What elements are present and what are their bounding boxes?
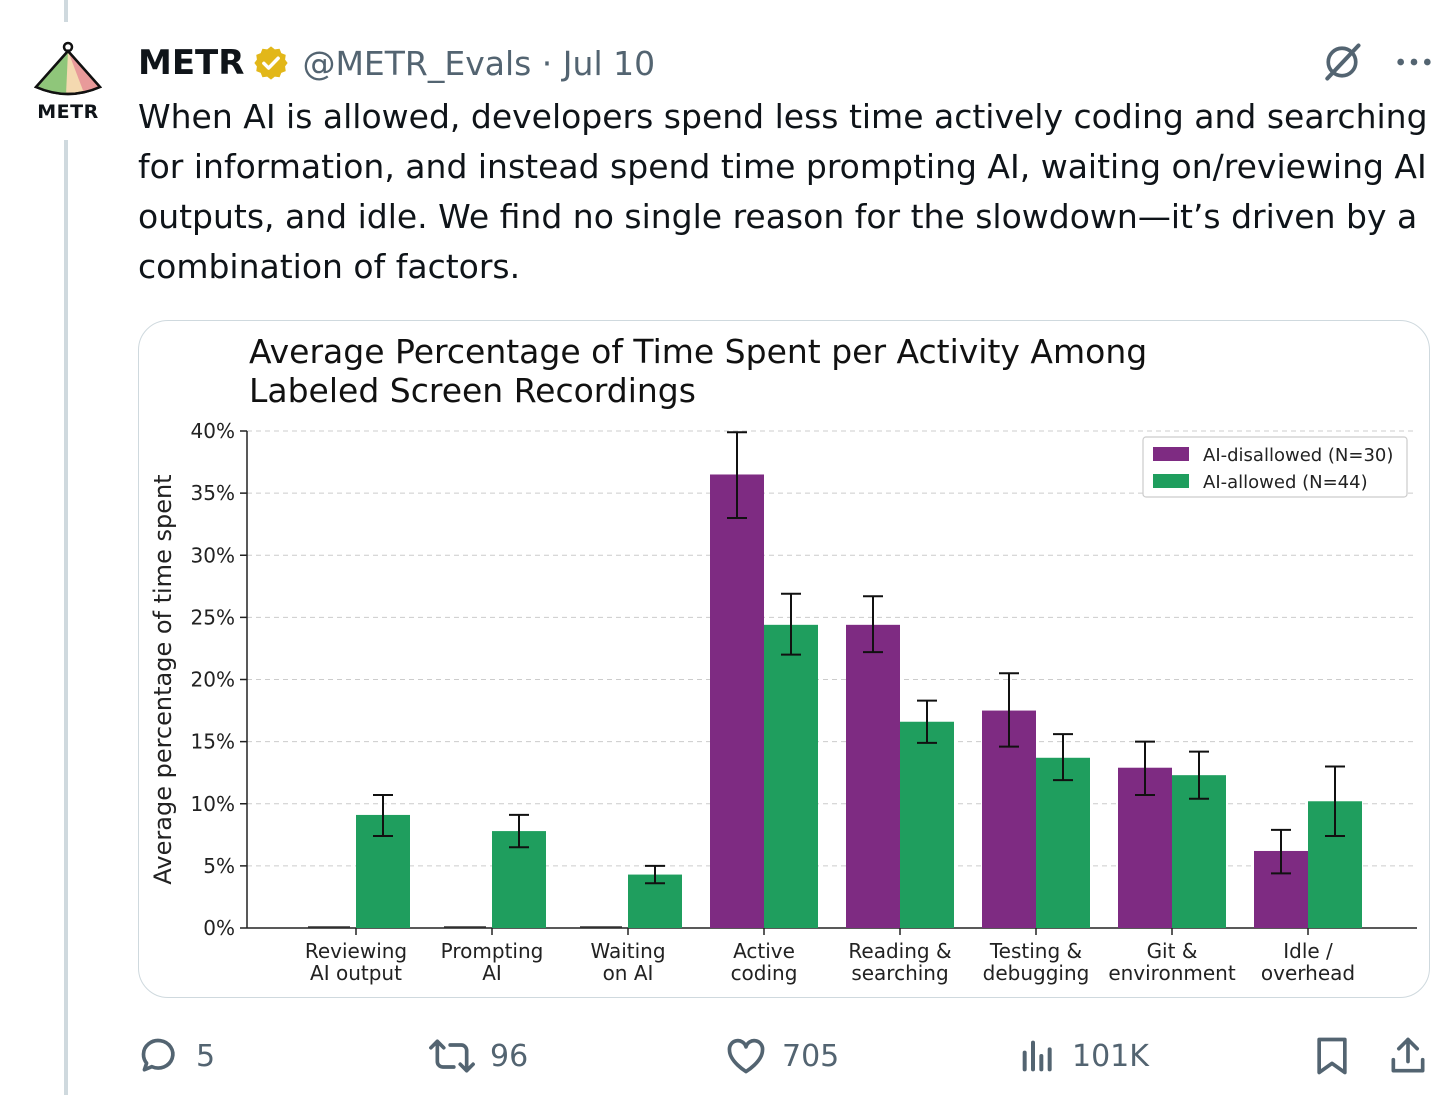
y-tick-label: 0% bbox=[203, 916, 235, 940]
x-tick-label: Waiting bbox=[590, 939, 665, 963]
like-button[interactable]: 705 bbox=[724, 1028, 839, 1084]
bar-allowed bbox=[1036, 757, 1090, 928]
x-tick-label: Prompting bbox=[441, 939, 544, 963]
x-tick-label: AI bbox=[482, 961, 502, 985]
y-tick-label: 35% bbox=[191, 481, 235, 505]
bar-disallowed bbox=[846, 624, 900, 928]
legend-box bbox=[1142, 436, 1408, 498]
legend-label: AI-disallowed (N=30) bbox=[1203, 445, 1393, 466]
header-icons bbox=[1320, 40, 1434, 84]
author-name[interactable]: METR bbox=[138, 43, 245, 83]
x-tick-label: Active bbox=[733, 939, 795, 963]
x-tick-label: on AI bbox=[603, 961, 654, 985]
legend-swatch bbox=[1153, 447, 1189, 461]
reply-count: 5 bbox=[196, 1038, 216, 1074]
x-tick-label: searching bbox=[851, 961, 948, 985]
reply-button[interactable]: 5 bbox=[138, 1028, 215, 1084]
x-tick-label: Testing & bbox=[989, 939, 1082, 963]
x-tick-label: Idle / bbox=[1283, 939, 1333, 963]
x-tick-label: coding bbox=[731, 961, 798, 985]
legend-swatch bbox=[1153, 474, 1189, 488]
avatar-label: METR bbox=[37, 101, 99, 123]
views-button[interactable]: 101K bbox=[1018, 1028, 1149, 1084]
x-tick-label: Git & bbox=[1147, 939, 1198, 963]
chart-title-line: Average Percentage of Time Spent per Act… bbox=[249, 332, 1147, 371]
y-tick-label: 20% bbox=[191, 668, 235, 692]
bar-allowed bbox=[764, 624, 818, 928]
like-count: 705 bbox=[782, 1038, 840, 1074]
y-tick-label: 40% bbox=[191, 419, 235, 443]
thread-line-top bbox=[64, 0, 68, 22]
x-tick-label: AI output bbox=[310, 961, 402, 985]
verified-badge-icon[interactable] bbox=[252, 44, 290, 82]
bar-allowed bbox=[900, 721, 954, 928]
x-tick-label: Reviewing bbox=[305, 939, 407, 963]
x-tick-label: overhead bbox=[1261, 961, 1355, 985]
author-handle[interactable]: @METR_Evals bbox=[302, 43, 532, 83]
retweet-count: 96 bbox=[490, 1038, 529, 1074]
legend-label: AI-allowed (N=44) bbox=[1203, 472, 1368, 493]
x-tick-label: environment bbox=[1108, 961, 1236, 985]
metr-logo-icon bbox=[33, 41, 103, 96]
post-date[interactable]: Jul 10 bbox=[562, 43, 656, 83]
tweet-text: When AI is allowed, developers spend les… bbox=[138, 97, 1428, 286]
more-options-icon[interactable] bbox=[1394, 42, 1434, 82]
y-tick-label: 10% bbox=[191, 792, 235, 816]
chart-title-line: Labeled Screen Recordings bbox=[249, 371, 696, 410]
bar-chart: Average Percentage of Time Spent per Act… bbox=[149, 332, 1417, 985]
y-tick-label: 30% bbox=[191, 543, 235, 567]
action-bar: 5 96 705 101K bbox=[138, 1028, 1438, 1084]
avatar[interactable]: METR bbox=[22, 35, 114, 127]
y-tick-label: 25% bbox=[191, 605, 235, 629]
bar-disallowed bbox=[710, 474, 764, 928]
thread-line bbox=[64, 140, 68, 1095]
y-tick-label: 5% bbox=[203, 854, 235, 878]
heart-icon bbox=[727, 1038, 765, 1074]
x-tick-label: debugging bbox=[983, 961, 1090, 985]
tweet-header: METR @METR_Evals · Jul 10 bbox=[138, 40, 655, 86]
retweet-button[interactable]: 96 bbox=[428, 1028, 528, 1084]
bookmark-icon[interactable] bbox=[1310, 1034, 1354, 1078]
bar-allowed bbox=[1172, 775, 1226, 928]
separator-dot: · bbox=[531, 43, 563, 83]
chart-card[interactable]: Average Percentage of Time Spent per Act… bbox=[138, 320, 1430, 998]
share-icon[interactable] bbox=[1386, 1034, 1430, 1078]
retweet-icon bbox=[429, 1039, 475, 1073]
views-icon bbox=[1022, 1040, 1052, 1072]
y-tick-label: 15% bbox=[191, 730, 235, 754]
y-axis-label: Average percentage of time spent bbox=[149, 474, 177, 884]
x-tick-label: Reading & bbox=[848, 939, 951, 963]
reply-icon bbox=[141, 1038, 175, 1072]
view-count: 101K bbox=[1072, 1038, 1149, 1074]
grok-icon[interactable] bbox=[1320, 40, 1364, 84]
